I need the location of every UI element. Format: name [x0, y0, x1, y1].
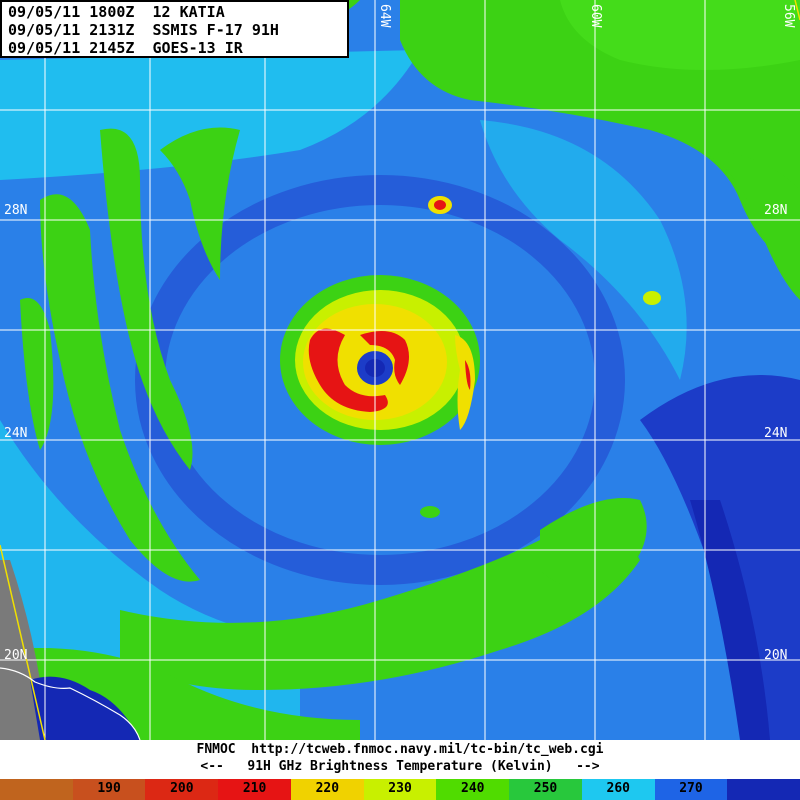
- convective-cell-south: [420, 506, 440, 518]
- color-scale-label: 220: [315, 781, 340, 796]
- lat-label-right: 20N: [764, 648, 788, 663]
- lon-label: 60W: [588, 4, 603, 28]
- rainband-southeast: [540, 498, 647, 588]
- microwave-image: 28N 28N 24N 24N 20N 20N 64W 60W 56W 09/0…: [0, 0, 800, 740]
- lon-label: 64W: [377, 4, 392, 28]
- sensor-time-line: 09/05/11 2131Z SSMIS F-17 91H: [8, 21, 279, 39]
- convective-cell-east: [643, 291, 661, 305]
- color-scale-segment: 220: [290, 779, 364, 800]
- color-scale-segment: [727, 779, 800, 800]
- color-scale-segment: 250: [509, 779, 582, 800]
- feeder-band-east-red: [465, 360, 471, 390]
- color-scale-label: 240: [461, 781, 485, 796]
- image-info-box: 09/05/11 1800Z 12 KATIA 09/05/11 2131Z S…: [0, 0, 349, 58]
- color-scale-label: 270: [679, 781, 703, 796]
- color-scale-bar: 190 200 210 220 230 240 250 260 270: [0, 779, 800, 800]
- green-patch-east: [700, 150, 800, 300]
- color-scale-segment: 270: [654, 779, 728, 800]
- color-scale-label: 230: [388, 781, 412, 796]
- brightness-temperature-map: [0, 0, 800, 740]
- color-scale-segment: 210: [218, 779, 291, 800]
- cyan-band-east: [480, 120, 687, 380]
- source-url-line: FNMOC http://tcweb.fnmoc.navy.mil/tc-bin…: [196, 742, 604, 757]
- color-scale-label: 200: [170, 781, 194, 796]
- rainband-south: [120, 533, 640, 690]
- lat-label-left: 24N: [4, 426, 28, 441]
- lat-label-right: 28N: [764, 203, 788, 218]
- color-scale-segment: 240: [436, 779, 510, 800]
- cold-streak-east: [690, 500, 770, 740]
- green-region-north: [560, 0, 800, 70]
- color-scale-label: 190: [97, 781, 121, 796]
- color-scale-segment: 230: [363, 779, 437, 800]
- rainband-west-inner: [100, 128, 193, 471]
- lat-label-left: 20N: [4, 648, 28, 663]
- swath-edge-line-east: [794, 0, 800, 21]
- legend-title: <-- 91H GHz Brightness Temperature (Kelv…: [200, 759, 600, 774]
- storm-time-line: 09/05/11 1800Z 12 KATIA: [8, 3, 225, 21]
- feeder-band-east: [455, 335, 475, 430]
- color-scale-segment: 200: [145, 779, 219, 800]
- color-scale-segment: 190: [72, 779, 146, 800]
- eyewall-red-west: [308, 328, 388, 412]
- lat-label-left: 28N: [4, 203, 28, 218]
- rainband-west: [40, 194, 200, 582]
- cold-patch-southwest: [30, 676, 140, 740]
- coastline: [0, 667, 141, 740]
- color-scale-label: 210: [242, 781, 267, 796]
- lon-label: 56W: [781, 4, 796, 28]
- eyewall-red-east: [360, 331, 409, 385]
- color-scale-segment: [0, 779, 73, 800]
- color-scale-label: 250: [533, 781, 558, 796]
- ir-time-line: 09/05/11 2145Z GOES-13 IR: [8, 39, 243, 57]
- color-scale-segment: 260: [581, 779, 655, 800]
- lat-lon-grid: [0, 0, 800, 740]
- rainband-fragment-west: [160, 127, 240, 280]
- swath-edge-line: [0, 544, 46, 740]
- lat-label-right: 24N: [764, 426, 788, 441]
- convective-cell-north-core: [434, 200, 446, 210]
- color-scale-label: 260: [606, 781, 630, 796]
